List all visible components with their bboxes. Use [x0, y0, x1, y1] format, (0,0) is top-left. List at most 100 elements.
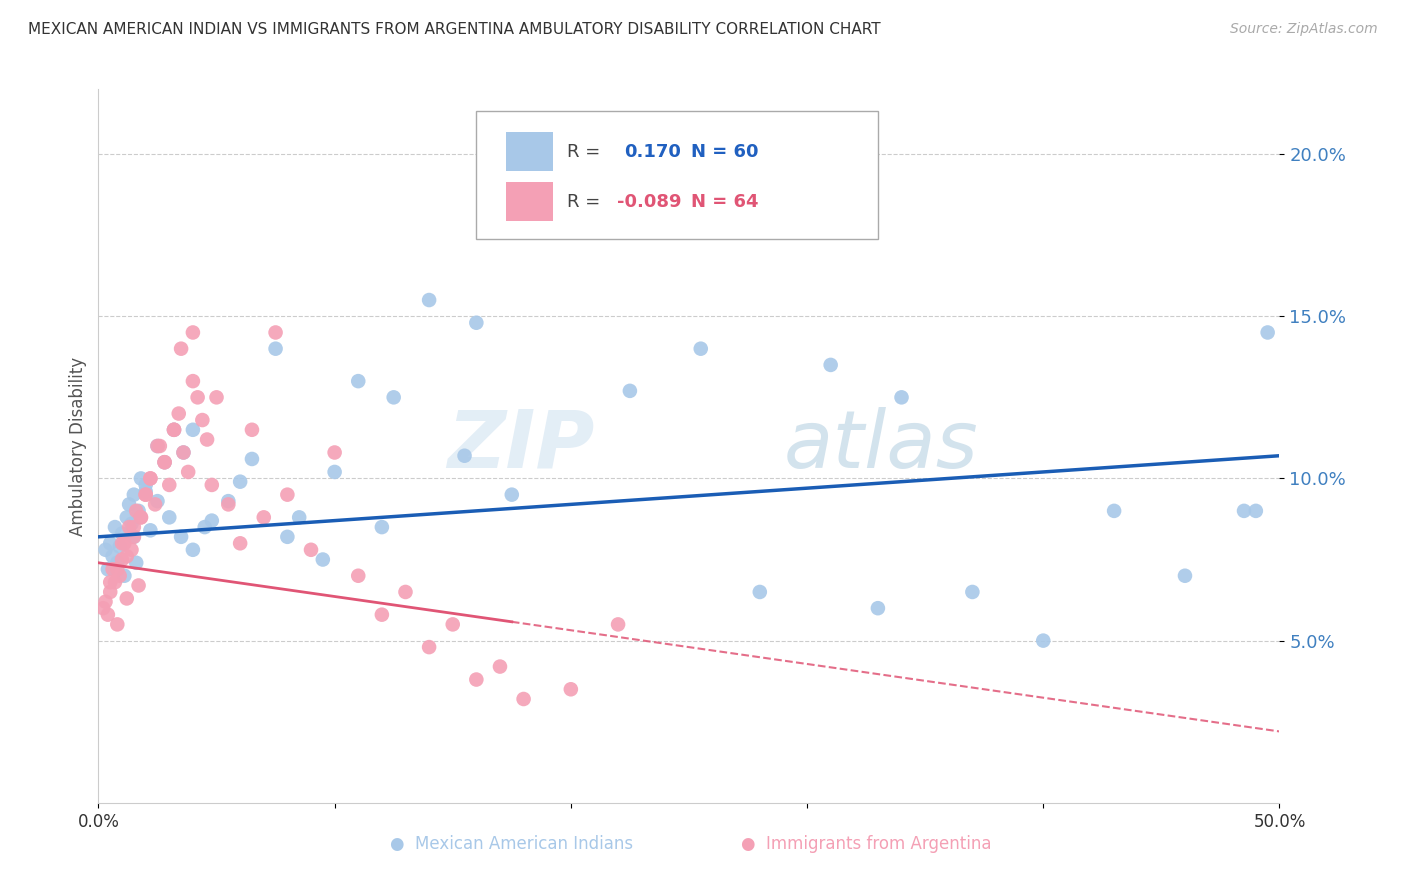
Point	[394, 585, 416, 599]
Point	[146, 494, 169, 508]
Point	[512, 692, 534, 706]
Point	[115, 510, 138, 524]
Point	[1244, 504, 1267, 518]
Point	[418, 640, 440, 654]
Point	[135, 484, 157, 499]
Point	[195, 433, 218, 447]
Point	[111, 552, 134, 566]
FancyBboxPatch shape	[506, 182, 553, 221]
Point	[108, 568, 131, 582]
Point	[163, 423, 186, 437]
Point	[253, 510, 276, 524]
Point	[323, 465, 346, 479]
Point	[118, 520, 141, 534]
Point	[229, 475, 252, 489]
Text: 0.170: 0.170	[624, 143, 681, 161]
Point	[201, 514, 224, 528]
Point	[820, 358, 842, 372]
Point	[465, 316, 488, 330]
Text: -0.089: -0.089	[617, 193, 682, 211]
Point	[418, 293, 440, 307]
Point	[347, 374, 370, 388]
Point	[489, 659, 512, 673]
Text: MEXICAN AMERICAN INDIAN VS IMMIGRANTS FROM ARGENTINA AMBULATORY DISABILITY CORRE: MEXICAN AMERICAN INDIAN VS IMMIGRANTS FR…	[28, 22, 880, 37]
Text: ZIP: ZIP	[447, 407, 595, 485]
Point	[172, 445, 194, 459]
Point	[217, 497, 239, 511]
Point	[371, 520, 394, 534]
Point	[1257, 326, 1279, 340]
Point	[122, 530, 145, 544]
Point	[139, 471, 162, 485]
Point	[146, 439, 169, 453]
Point	[276, 530, 298, 544]
Text: atlas: atlas	[783, 407, 979, 485]
Text: R =: R =	[567, 193, 606, 211]
Point	[129, 510, 152, 524]
Point	[111, 536, 134, 550]
Point	[748, 585, 770, 599]
Point	[153, 455, 176, 469]
Point	[240, 452, 263, 467]
Point	[98, 585, 121, 599]
Point	[163, 423, 186, 437]
FancyBboxPatch shape	[477, 111, 877, 239]
Point	[1174, 568, 1197, 582]
Point	[181, 423, 204, 437]
Point	[866, 601, 889, 615]
Point	[143, 497, 166, 511]
Point	[125, 504, 148, 518]
Point	[607, 617, 630, 632]
Y-axis label: Ambulatory Disability: Ambulatory Disability	[69, 357, 87, 535]
Point	[121, 516, 143, 531]
FancyBboxPatch shape	[506, 132, 553, 171]
Point	[619, 384, 641, 398]
Point	[689, 342, 711, 356]
Text: R =: R =	[567, 143, 612, 161]
Point	[312, 552, 335, 566]
Point	[560, 219, 582, 233]
Point	[560, 682, 582, 697]
Point	[97, 607, 120, 622]
Point	[170, 530, 193, 544]
Point	[157, 478, 180, 492]
Point	[1102, 504, 1125, 518]
Point	[121, 542, 143, 557]
Point	[112, 536, 135, 550]
Point	[194, 520, 217, 534]
Point	[101, 562, 124, 576]
Point	[181, 326, 204, 340]
Point	[135, 488, 157, 502]
Point	[962, 585, 984, 599]
Point	[465, 673, 488, 687]
Point	[167, 407, 190, 421]
Point	[91, 601, 114, 615]
Point	[128, 578, 150, 592]
Point	[157, 510, 180, 524]
Point	[181, 374, 204, 388]
Point	[153, 455, 176, 469]
Point	[153, 455, 176, 469]
Text: Source: ZipAtlas.com: Source: ZipAtlas.com	[1230, 22, 1378, 37]
Point	[94, 595, 117, 609]
Point	[135, 478, 157, 492]
Point	[264, 326, 287, 340]
Point	[122, 530, 145, 544]
Point	[299, 542, 322, 557]
Point	[97, 562, 120, 576]
Point	[288, 510, 311, 524]
Point	[229, 536, 252, 550]
Point	[149, 439, 172, 453]
Point	[890, 390, 912, 404]
Point	[191, 413, 214, 427]
Point	[105, 556, 128, 570]
Point	[1233, 504, 1256, 518]
Point	[217, 494, 239, 508]
Point	[111, 526, 134, 541]
Point	[139, 524, 162, 538]
Point	[98, 575, 121, 590]
Point	[129, 471, 152, 485]
Point	[98, 536, 121, 550]
Point	[104, 520, 127, 534]
Text: N = 64: N = 64	[692, 193, 759, 211]
